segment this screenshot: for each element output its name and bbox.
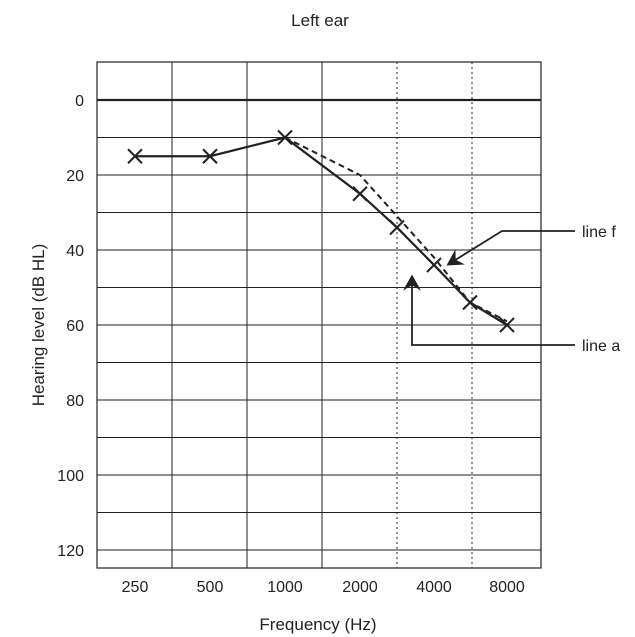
y-axis-label: Hearing level (dB HL) xyxy=(29,244,48,407)
data-point-x-marker xyxy=(202,148,218,164)
annotation-arrow-line-a xyxy=(403,274,575,346)
data-point-x-marker xyxy=(389,219,405,236)
y-tick-label: 20 xyxy=(66,168,84,185)
x-tick-label: 4000 xyxy=(416,579,452,596)
series-group xyxy=(127,129,515,333)
x-tick-label: 500 xyxy=(197,579,224,596)
y-tick-label: 40 xyxy=(66,243,84,260)
y-tick-labels: 0 20 40 60 80 100 120 xyxy=(57,93,84,560)
series-line-solid xyxy=(135,136,508,326)
y-tick-label: 0 xyxy=(75,93,84,110)
x-tick-label: 1000 xyxy=(267,579,303,596)
x-tick-labels: 250 500 1000 2000 4000 8000 xyxy=(122,579,525,596)
data-point-x-marker xyxy=(127,148,143,164)
chart-title: Left ear xyxy=(291,11,349,30)
data-point-x-marker xyxy=(499,317,515,333)
annotation-label-line-f: line f xyxy=(582,224,616,241)
x-tick-label: 2000 xyxy=(342,579,378,596)
y-tick-label: 60 xyxy=(66,318,84,335)
y-tick-label: 100 xyxy=(57,468,84,485)
x-tick-label: 250 xyxy=(122,579,149,596)
plot-border xyxy=(96,61,542,569)
annotation-label-line-a: line a xyxy=(582,338,620,355)
annotation-arrow-line-f xyxy=(446,230,575,266)
x-axis-label: Frequency (Hz) xyxy=(259,615,376,634)
y-tick-label: 80 xyxy=(66,393,84,410)
grid xyxy=(97,62,541,568)
plot-frame xyxy=(96,61,542,569)
data-point-x-marker xyxy=(426,257,442,273)
annotation-group: line f line a xyxy=(403,224,620,355)
data-point-x-marker xyxy=(352,186,368,202)
x-tick-label: 8000 xyxy=(489,579,525,596)
y-tick-label: 120 xyxy=(57,543,84,560)
